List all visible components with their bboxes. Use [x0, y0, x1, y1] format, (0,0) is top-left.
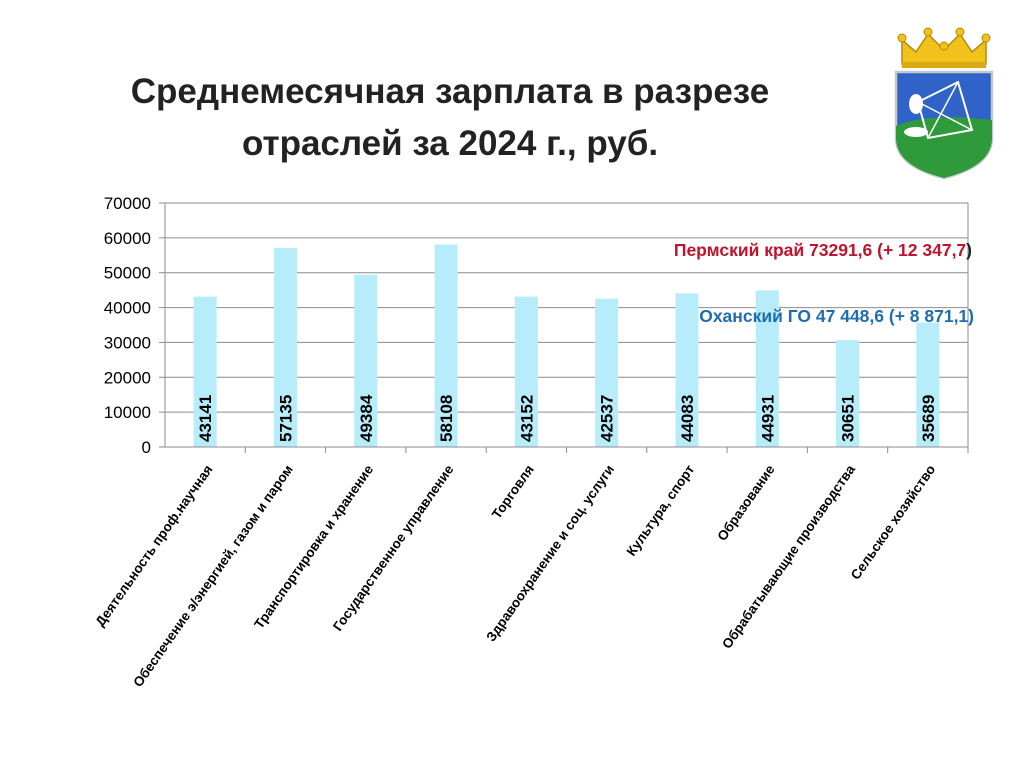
y-tick-label: 0 — [142, 438, 151, 457]
category-label: Сельское хозяйство — [848, 462, 938, 582]
y-tick-label: 10000 — [104, 403, 151, 422]
bar — [354, 274, 378, 447]
bar — [193, 296, 217, 447]
data-label: 43141 — [196, 395, 215, 442]
annotation-okhansky-go: Оханский ГО 47 448,6 (+ 8 871,1) — [699, 306, 974, 327]
category-label: Обрабатывающие производства — [719, 462, 858, 652]
annotation-okhansky-go-text: Оханский ГО 47 448,6 (+ 8 871,1) — [699, 306, 974, 326]
data-label: 30651 — [839, 395, 858, 442]
data-label: 44931 — [758, 395, 777, 442]
y-tick-label: 20000 — [104, 368, 151, 387]
bar — [514, 296, 538, 447]
bar — [595, 298, 619, 447]
category-label: Обеспечение э/энергией, газом и паром — [130, 462, 296, 690]
bar — [273, 247, 297, 447]
data-label: 57135 — [276, 395, 295, 442]
y-tick-label: 30000 — [104, 333, 151, 352]
y-tick-label: 70000 — [104, 194, 151, 213]
data-label: 49384 — [357, 394, 376, 442]
bars: 43141 57135 49384 58108 43152 42537 44083 44931… — [193, 244, 940, 447]
bar — [755, 290, 779, 447]
data-label: 44083 — [678, 395, 697, 442]
y-tick-label: 60000 — [104, 229, 151, 248]
category-label: Торговля — [489, 462, 537, 522]
category-label: Культура, спорт — [624, 462, 698, 559]
bar — [836, 340, 860, 447]
y-tick-label: 40000 — [104, 299, 151, 318]
annotation-perm-krai-text: Пермский край 73291,6 (+ 12 347,7 — [673, 240, 967, 260]
data-label: 43152 — [517, 395, 536, 442]
data-label: 42537 — [598, 395, 617, 442]
coat-of-arms-icon — [894, 27, 994, 180]
chart-title-line-2: отраслей за 2024 г., руб. — [241, 124, 659, 163]
annotation-perm-krai-paren: ) — [966, 240, 972, 260]
y-axis: 0 10000 20000 30000 40000 50000 60000 70000 — [104, 194, 969, 457]
chart-title-line-1: Среднемесячная зарплата в разрезе — [130, 72, 770, 111]
bar — [675, 293, 699, 447]
data-label: 35689 — [919, 395, 938, 442]
y-tick-label: 50000 — [104, 264, 151, 283]
data-label: 58108 — [437, 395, 456, 442]
category-label: Здравоохранение и соц. услуги — [483, 462, 617, 644]
bar — [916, 322, 940, 447]
annotation-perm-krai: Пермский край 73291,6 (+ 12 347,7) — [674, 240, 972, 261]
bar — [434, 244, 458, 447]
chart-title: Среднемесячная зарплата в разрезе отрасл… — [80, 66, 820, 170]
category-label: Образование — [714, 462, 778, 544]
